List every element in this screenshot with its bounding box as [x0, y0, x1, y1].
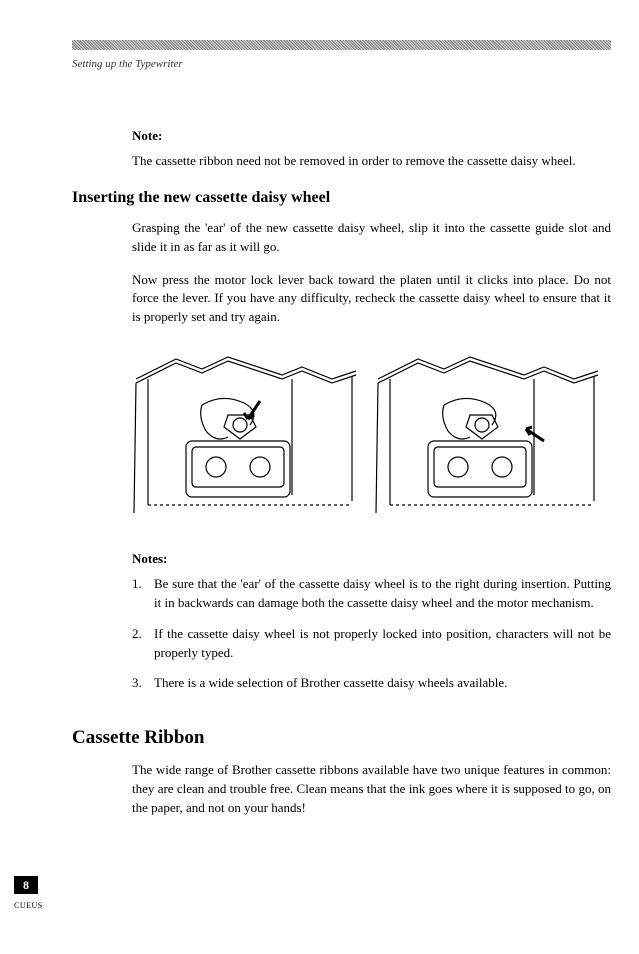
- list-text: If the cassette daisy wheel is not prope…: [154, 625, 611, 663]
- section1-para1: Grasping the 'ear' of the new cassette d…: [132, 219, 611, 257]
- decorative-top-border: [72, 40, 611, 50]
- page-number: 8: [14, 876, 38, 894]
- running-head: Setting up the Typewriter: [72, 58, 183, 70]
- figure-insert-step1: [132, 345, 360, 523]
- notes-item: 1. Be sure that the 'ear' of the cassett…: [132, 575, 611, 613]
- notes-item: 3. There is a wide selection of Brother …: [132, 674, 611, 693]
- list-number: 2.: [132, 625, 154, 663]
- list-number: 3.: [132, 674, 154, 693]
- page-content: Note: The cassette ribbon need not be re…: [72, 128, 611, 832]
- section2-para: The wide range of Brother cassette ribbo…: [132, 761, 611, 818]
- notes-list: 1. Be sure that the 'ear' of the cassett…: [132, 575, 611, 693]
- manual-page: Setting up the Typewriter Note: The cass…: [0, 0, 639, 954]
- figure-insert-step2: [374, 345, 602, 523]
- notes-label: Notes:: [132, 551, 611, 567]
- section-heading-inserting: Inserting the new cassette daisy wheel: [72, 189, 611, 207]
- list-number: 1.: [132, 575, 154, 613]
- note-label: Note:: [132, 128, 611, 144]
- note-text: The cassette ribbon need not be removed …: [132, 152, 611, 171]
- section1-para2: Now press the motor lock lever back towa…: [132, 271, 611, 328]
- footer-code: CUEUS: [14, 901, 43, 910]
- notes-item: 2. If the cassette daisy wheel is not pr…: [132, 625, 611, 663]
- list-text: Be sure that the 'ear' of the cassette d…: [154, 575, 611, 613]
- list-text: There is a wide selection of Brother cas…: [154, 674, 611, 693]
- figure-row: [132, 345, 611, 523]
- section-heading-cassette-ribbon: Cassette Ribbon: [72, 727, 611, 749]
